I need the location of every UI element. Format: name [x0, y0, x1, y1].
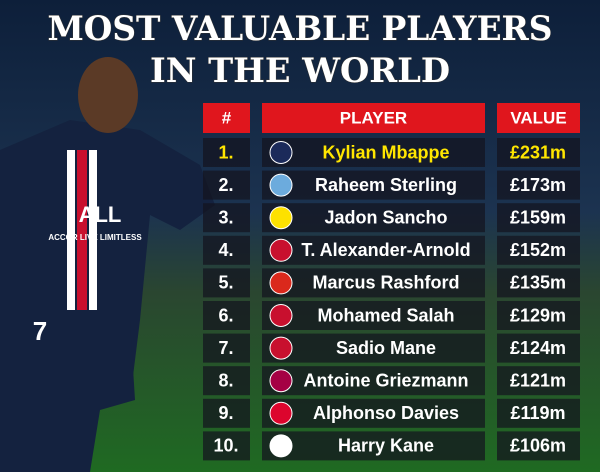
- rank: 8.: [218, 370, 233, 390]
- header-cell: [497, 103, 580, 133]
- player-value: £129m: [510, 305, 566, 325]
- player-name: Jadon Sancho: [324, 207, 447, 227]
- row-cell: [203, 170, 250, 200]
- rank: 4.: [218, 240, 233, 260]
- row-cell: [262, 398, 485, 428]
- player-photo: ALL ACCOR LIVE LIMITLESS 7: [0, 57, 215, 472]
- title-line: MOST VALUABLE PLAYERS: [48, 9, 553, 49]
- row-cell: [262, 268, 485, 298]
- row-cell: [262, 170, 485, 200]
- club-badge: [269, 434, 293, 458]
- rank: 3.: [218, 207, 233, 227]
- player-name: Alphonso Davies: [313, 403, 459, 423]
- player-value: £231m: [510, 142, 566, 162]
- row-cell: [203, 268, 250, 298]
- row-cell: [203, 431, 250, 461]
- shirt-number: 7: [33, 316, 47, 346]
- row-cell: [497, 170, 580, 200]
- player-value: £121m: [510, 370, 566, 390]
- row-cell: [497, 398, 580, 428]
- player-name: Mohamed Salah: [317, 305, 454, 325]
- club-badge: [269, 173, 293, 197]
- row-cell: [497, 203, 580, 233]
- player-name: Marcus Rashford: [312, 273, 459, 293]
- row-cell: [203, 203, 250, 233]
- club-badge: [269, 336, 293, 360]
- row-cell: [203, 333, 250, 363]
- player-name: Raheem Sterling: [315, 175, 457, 195]
- row-cell: [203, 235, 250, 265]
- player-value: £135m: [510, 273, 566, 293]
- rank: 5.: [218, 273, 233, 293]
- row-cell: [497, 268, 580, 298]
- row-cell: [262, 235, 485, 265]
- player-value: £124m: [510, 338, 566, 358]
- club-badge: [269, 206, 293, 230]
- row-cell: [262, 138, 485, 167]
- player-value: £119m: [510, 403, 565, 423]
- row-cell: [262, 333, 485, 363]
- player-name: Antoine Griezmann: [303, 370, 468, 390]
- header-label: PLAYER: [340, 108, 407, 127]
- row-cell: [497, 431, 580, 461]
- player-value: £106m: [510, 436, 566, 456]
- title-line: IN THE WORLD: [150, 51, 450, 91]
- player-value: £152m: [510, 240, 566, 260]
- header-label: VALUE: [510, 108, 566, 127]
- player-name: Sadio Mane: [336, 338, 436, 358]
- row-cell: [497, 235, 580, 265]
- shirt-sponsor-line: ACCOR LIVE LIMITLESS: [48, 233, 142, 242]
- row-cell: [203, 398, 250, 428]
- row-cell: [262, 366, 485, 396]
- player-name: T. Alexander-Arnold: [301, 240, 470, 260]
- club-badge: [269, 369, 293, 393]
- row-cell: [497, 333, 580, 363]
- club-badge: [269, 304, 293, 327]
- rank: 2.: [218, 175, 233, 195]
- row-cell: [262, 301, 485, 330]
- row-cell: [497, 366, 580, 396]
- table: # PLAYER VALUE 1. Kylian Mbappe £231m 2. Raheem…: [203, 103, 580, 461]
- row-cell: [262, 431, 485, 461]
- shirt-sponsor: ALL: [79, 202, 122, 227]
- header-label: #: [222, 108, 232, 127]
- row-cell: [262, 203, 485, 233]
- row-cell: [497, 138, 580, 167]
- rank: 7.: [218, 338, 233, 358]
- row-cell: [203, 138, 250, 167]
- header-cell: [203, 103, 250, 133]
- row-cell: [203, 301, 250, 330]
- rank: 10.: [213, 436, 238, 456]
- rank: 9.: [218, 403, 233, 423]
- rank: 6.: [218, 305, 233, 325]
- row-cell: [497, 301, 580, 330]
- rank: 1.: [218, 142, 233, 162]
- player-name: Harry Kane: [338, 436, 434, 456]
- row-cell: [203, 366, 250, 396]
- player-value: £173m: [510, 175, 566, 195]
- header-cell: [262, 103, 485, 133]
- club-badge: [269, 401, 293, 425]
- player-value: £159m: [510, 207, 566, 227]
- player-name: Kylian Mbappe: [322, 142, 449, 162]
- club-badge: [269, 238, 293, 262]
- club-badge: [269, 271, 293, 295]
- club-badge: [269, 141, 293, 164]
